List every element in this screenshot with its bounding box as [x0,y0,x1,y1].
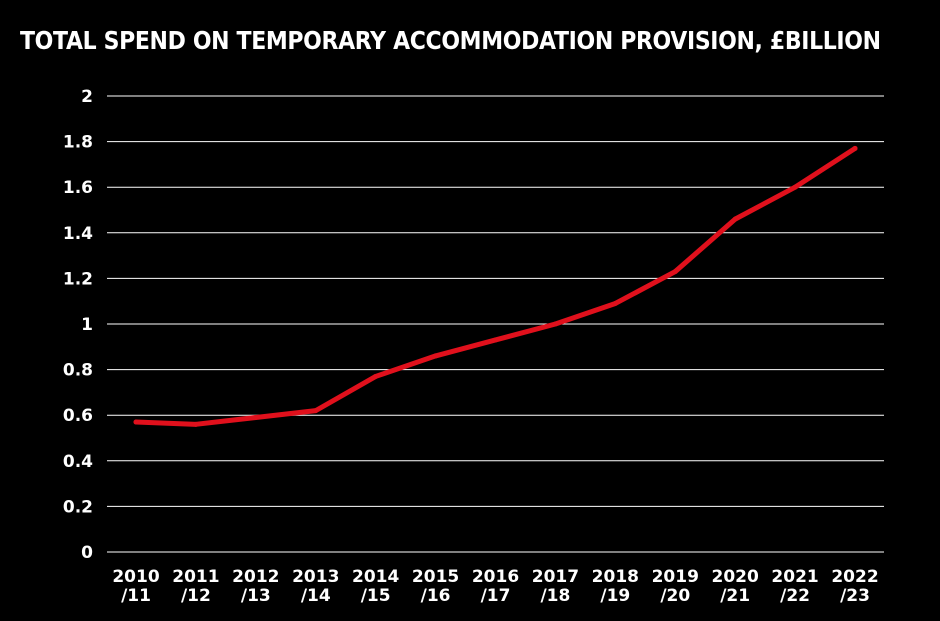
chart-title: TOTAL SPEND ON TEMPORARY ACCOMMODATION P… [20,26,881,55]
data-point [193,421,199,427]
y-tick-label: 2 [81,87,93,107]
x-tick-label: 2014/15 [352,567,399,606]
y-tick-label: 1 [81,315,93,335]
data-point [732,216,738,222]
data-point [612,300,618,306]
y-tick-label: 0.4 [63,452,93,472]
x-tick-label: 2018/19 [592,567,639,606]
data-point [253,414,259,420]
series-line [133,145,858,427]
y-tick-label: 0 [81,543,93,563]
x-tick-label: 2021/22 [771,567,818,606]
x-tick-label: 2016/17 [472,567,519,606]
data-point [373,373,379,379]
y-tick-label: 1.6 [63,178,93,198]
data-point [792,184,798,190]
y-tick-label: 1.8 [63,133,93,153]
y-tick-label: 0.8 [63,361,93,381]
y-tick-label: 0.2 [63,497,93,517]
y-tick-label: 1.2 [63,269,93,289]
data-point [133,419,139,425]
y-tick-label: 0.6 [63,406,93,426]
series-layer [133,145,858,427]
data-point [433,353,439,359]
grid-lines [107,95,884,553]
data-point [313,408,319,414]
x-tick-label: 2022/23 [831,567,878,606]
data-point [852,145,858,151]
x-tick-label: 2012/13 [232,567,279,606]
data-point [672,269,678,275]
x-tick-label: 2010/11 [112,567,159,606]
x-tick-label: 2011/12 [172,567,219,606]
x-tick-label: 2019/20 [652,567,699,606]
x-tick-label: 2013/14 [292,567,339,606]
data-point [493,337,498,343]
y-tick-label: 1.4 [63,224,93,244]
data-point [552,321,558,327]
x-tick-label: 2015/16 [412,567,459,606]
y-axis-ticks: 0 0.2 0.4 0.6 0.8 1 1.2 1.4 1.6 1.8 2 [63,87,93,563]
x-tick-label: 2020/21 [712,567,759,606]
x-tick-label: 2017/18 [532,567,579,606]
x-axis-ticks: 2010/11 2011/12 2012/13 2013/14 2014/15 2015/… [112,567,878,606]
